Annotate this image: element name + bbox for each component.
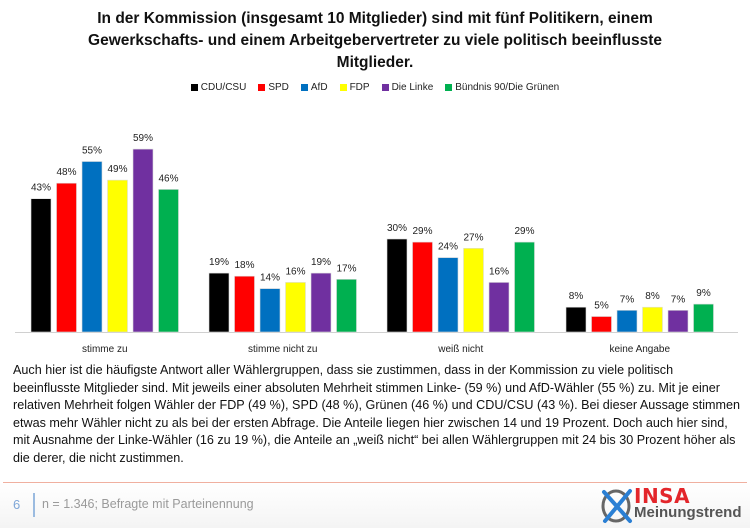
bar <box>310 272 332 333</box>
category-label: keine Angabe <box>609 344 670 355</box>
legend-label: Die Linke <box>391 82 434 93</box>
data-label: 14% <box>260 273 280 284</box>
title-line: Mitglieder. <box>336 54 414 71</box>
legend: CDU/CSU SPD AfD FDP Die Linke Bündnis 90/Die … <box>0 82 750 93</box>
title-line: Gewerkschafts- und einem Arbeitgebervert… <box>88 32 662 49</box>
bar <box>132 148 154 333</box>
bar <box>412 241 433 333</box>
data-label: 46% <box>158 173 178 184</box>
data-label: 49% <box>107 164 127 175</box>
data-label: 55% <box>82 146 102 157</box>
bar <box>259 288 281 333</box>
data-label: 29% <box>412 226 432 237</box>
page-number: 6 <box>13 497 21 512</box>
category-label: stimme zu <box>82 344 128 355</box>
data-label: 30% <box>387 223 407 234</box>
bar <box>234 275 255 333</box>
body-text: Auch hier ist die häufigste Antwort alle… <box>13 363 740 465</box>
legend-item: SPD <box>258 82 289 93</box>
legend-label: Bündnis 90/Die Grünen <box>455 82 560 93</box>
data-label: 43% <box>31 183 51 194</box>
bar <box>30 198 52 333</box>
category-label: weiß nicht <box>437 344 483 355</box>
insa-logo: INSA Meinungstrend <box>600 484 748 525</box>
legend-item: AfD <box>300 82 328 93</box>
legend-swatch <box>300 84 308 91</box>
data-label: 27% <box>463 232 483 243</box>
data-label: 19% <box>209 257 229 268</box>
data-label: 17% <box>336 263 356 274</box>
chart-title: In der Kommission (insgesamt 10 Mitglied… <box>0 8 750 74</box>
data-label: 8% <box>569 291 584 302</box>
category-label: stimme nicht zu <box>248 344 317 355</box>
data-label: 18% <box>234 260 254 271</box>
data-label: 7% <box>671 294 686 305</box>
legend-label: FDP <box>349 82 370 93</box>
data-label: 7% <box>620 294 635 305</box>
bar <box>386 238 408 333</box>
bar <box>514 241 535 333</box>
bar-chart: 43% 48% 55% 49% 59% 46% stimme zu 19% 18% 14% 16% 1… <box>15 133 738 355</box>
data-label: 5% <box>594 301 609 312</box>
legend-label: CDU/CSU <box>200 82 247 93</box>
logo-subtitle: Meinungstrend <box>634 504 742 521</box>
bar <box>336 279 357 333</box>
bar <box>56 182 77 333</box>
title-line: In der Kommission (insgesamt 10 Mitglied… <box>97 10 653 27</box>
bar <box>565 306 587 333</box>
bar <box>693 303 714 333</box>
bar <box>642 306 663 333</box>
legend-label: AfD <box>310 82 328 93</box>
legend-item: CDU/CSU <box>190 82 247 93</box>
bar <box>463 248 484 333</box>
bar <box>107 179 128 333</box>
footer-separator <box>33 493 35 517</box>
data-label: 8% <box>645 291 660 302</box>
bar <box>437 257 459 333</box>
data-label: 16% <box>489 266 509 277</box>
bar <box>158 189 179 333</box>
legend-swatch <box>381 84 389 91</box>
legend-label: SPD <box>268 82 289 93</box>
bar <box>81 161 103 333</box>
logo-brand: INSA <box>634 484 691 508</box>
legend-swatch <box>339 84 347 91</box>
legend-item: FDP <box>339 82 370 93</box>
footer: 6 n = 1.346; Befragte mit Parteinennung … <box>0 483 750 528</box>
legend-swatch <box>190 84 198 91</box>
legend-item: Die Linke <box>381 82 434 93</box>
data-label: 48% <box>56 167 76 178</box>
legend-swatch <box>258 84 266 91</box>
data-label: 9% <box>696 288 711 299</box>
legend-item: Bündnis 90/Die Grünen <box>445 82 559 93</box>
footnote: n = 1.346; Befragte mit Parteinennung <box>42 497 254 511</box>
legend-swatch <box>445 84 453 91</box>
footer-divider <box>3 482 747 483</box>
bar <box>208 272 230 333</box>
data-label: 16% <box>285 266 305 277</box>
data-label: 19% <box>311 257 331 268</box>
bar <box>616 310 638 333</box>
bar <box>488 282 510 333</box>
bar <box>667 310 689 333</box>
data-label: 29% <box>514 226 534 237</box>
ballot-cross-icon <box>601 489 632 523</box>
data-label: 24% <box>438 242 458 253</box>
data-label: 59% <box>133 133 153 144</box>
bar <box>285 282 306 333</box>
bar <box>591 316 612 333</box>
